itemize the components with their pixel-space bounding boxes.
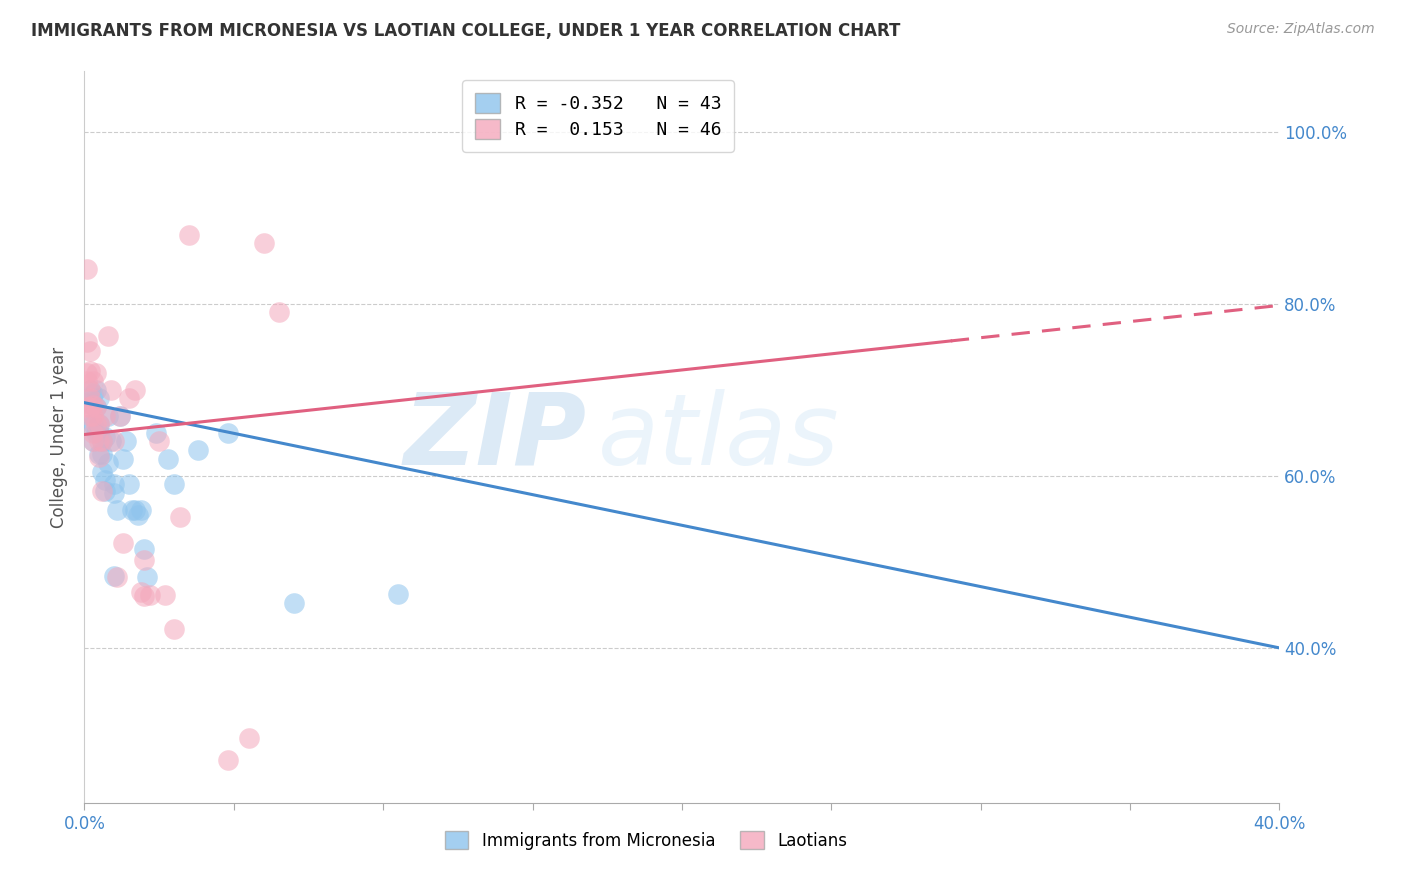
Point <box>79 383 101 397</box>
Point <box>100 434 122 449</box>
Point <box>89 447 111 461</box>
Point <box>79 400 101 414</box>
Point <box>82 434 104 449</box>
Point <box>145 425 167 440</box>
Point <box>118 477 141 491</box>
Point <box>153 588 176 602</box>
Point <box>132 541 156 556</box>
Point <box>89 434 111 449</box>
Point <box>118 392 141 406</box>
Point <box>89 425 111 440</box>
Point <box>79 417 101 432</box>
Legend: Immigrants from Micronesia, Laotians: Immigrants from Micronesia, Laotians <box>439 824 853 856</box>
Point <box>105 570 128 584</box>
Point <box>86 417 108 432</box>
Point <box>91 434 114 449</box>
Point <box>82 398 104 412</box>
Point <box>163 622 186 636</box>
Point <box>103 569 125 583</box>
Point <box>139 588 162 602</box>
Point <box>129 503 152 517</box>
Text: IMMIGRANTS FROM MICRONESIA VS LAOTIAN COLLEGE, UNDER 1 YEAR CORRELATION CHART: IMMIGRANTS FROM MICRONESIA VS LAOTIAN CO… <box>31 22 900 40</box>
Text: ZIP: ZIP <box>404 389 586 485</box>
Point <box>94 409 117 423</box>
Point <box>94 484 117 499</box>
Point <box>76 262 98 277</box>
Point <box>79 392 101 406</box>
Point <box>86 400 108 414</box>
Point <box>217 753 239 767</box>
Point <box>79 364 101 378</box>
Point <box>112 451 135 466</box>
Point <box>86 425 108 440</box>
Point <box>89 417 111 432</box>
Point <box>132 553 156 567</box>
Point <box>91 447 114 461</box>
Point <box>169 510 191 524</box>
Point <box>121 503 143 517</box>
Point <box>124 503 146 517</box>
Point <box>115 434 138 449</box>
Point <box>82 434 104 449</box>
Point <box>97 456 120 470</box>
Point <box>387 587 409 601</box>
Point <box>91 465 114 479</box>
Text: Source: ZipAtlas.com: Source: ZipAtlas.com <box>1227 22 1375 37</box>
Point <box>86 400 108 414</box>
Point <box>79 383 101 397</box>
Point <box>124 383 146 397</box>
Point <box>89 392 111 406</box>
Point <box>82 417 104 432</box>
Y-axis label: College, Under 1 year: College, Under 1 year <box>51 346 69 528</box>
Point <box>157 451 180 466</box>
Point <box>97 329 120 343</box>
Point <box>238 731 260 746</box>
Text: atlas: atlas <box>599 389 839 485</box>
Point <box>103 477 125 491</box>
Point <box>217 425 239 440</box>
Point <box>91 434 114 449</box>
Point <box>112 536 135 550</box>
Point <box>94 473 117 487</box>
Point <box>79 409 101 423</box>
Point <box>132 589 156 603</box>
Point <box>76 335 98 350</box>
Point <box>76 400 98 414</box>
Point <box>86 383 108 397</box>
Point <box>89 450 111 464</box>
Point <box>79 344 101 359</box>
Point <box>91 484 114 499</box>
Point <box>86 366 108 380</box>
Point <box>82 387 104 401</box>
Point <box>283 596 305 610</box>
Point <box>94 430 117 444</box>
Point <box>103 434 125 449</box>
Point <box>127 508 149 522</box>
Point <box>267 305 290 319</box>
Point <box>82 409 104 423</box>
Point <box>82 425 104 440</box>
Point <box>89 417 111 432</box>
Point <box>105 503 128 517</box>
Point <box>76 374 98 388</box>
Point <box>110 409 132 423</box>
Point <box>76 366 98 380</box>
Point <box>103 486 125 500</box>
Point <box>100 383 122 397</box>
Point <box>129 585 152 599</box>
Point <box>136 570 159 584</box>
Point <box>82 374 104 388</box>
Point <box>97 409 120 423</box>
Point <box>253 236 276 251</box>
Point <box>163 477 186 491</box>
Point <box>148 434 170 449</box>
Point <box>187 442 209 457</box>
Point <box>110 409 132 423</box>
Point <box>177 227 200 242</box>
Point <box>76 395 98 409</box>
